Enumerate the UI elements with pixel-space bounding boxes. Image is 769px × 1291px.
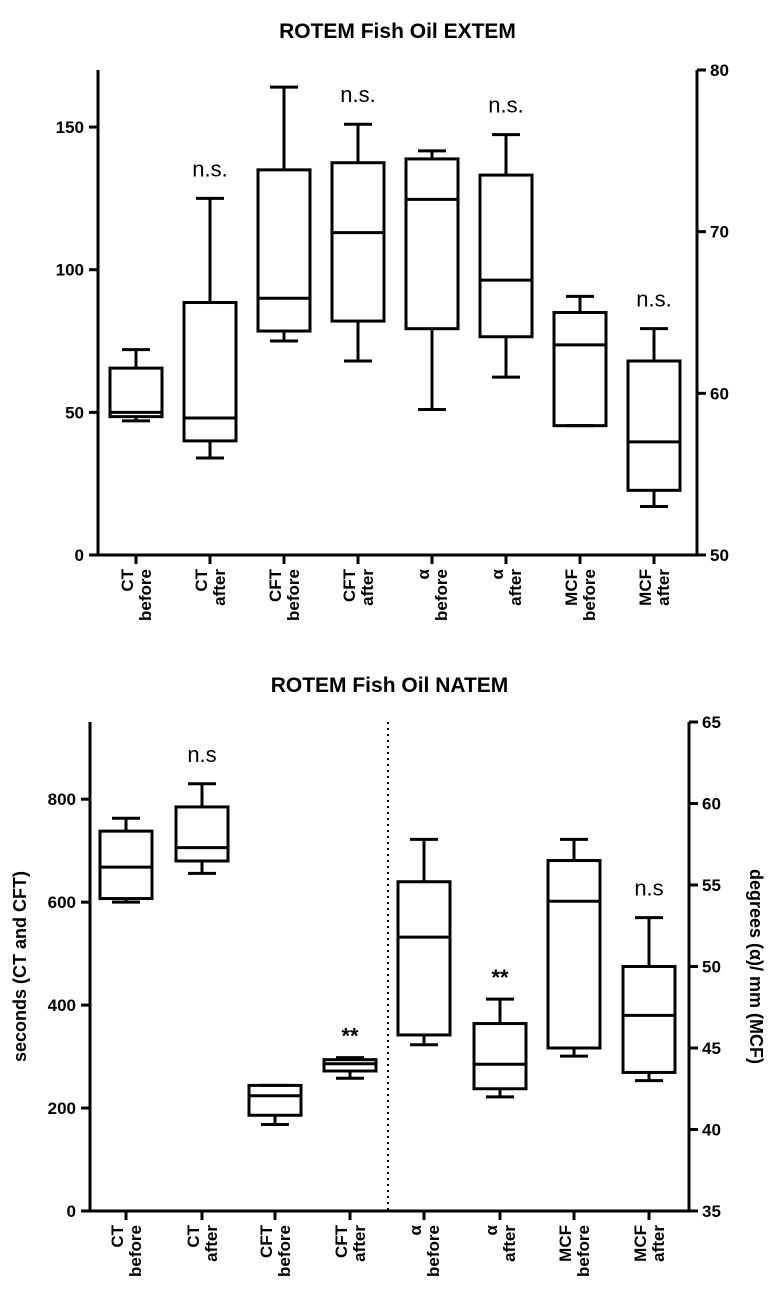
box-5: n.s. α after bbox=[478, 93, 534, 606]
iqr-box bbox=[174, 805, 230, 863]
left-tick-label: 50 bbox=[65, 403, 84, 422]
category-label-line1: α bbox=[406, 1224, 425, 1235]
category-label-line2: after bbox=[649, 1225, 668, 1262]
right-tick-label: 45 bbox=[702, 1039, 721, 1058]
left-tick-label: 100 bbox=[56, 261, 84, 280]
category-label-line1: CT bbox=[184, 1224, 203, 1247]
box-5: ** α after bbox=[472, 965, 528, 1262]
box-7: n.s. MCF after bbox=[626, 287, 682, 606]
category-label-line2: before bbox=[424, 1225, 443, 1277]
left-tick-label: 800 bbox=[48, 790, 76, 809]
box-6: MCF before bbox=[552, 294, 608, 621]
right-tick-label: 55 bbox=[702, 876, 721, 895]
right-tick-label: 35 bbox=[702, 1202, 721, 1221]
significance-label: n.s bbox=[634, 876, 663, 901]
iqr-box bbox=[552, 311, 608, 428]
category-label-line2: before bbox=[126, 1225, 145, 1277]
category-label-line1: MCF bbox=[562, 569, 581, 606]
right-tick-label: 60 bbox=[710, 384, 729, 403]
box-2: CFT before bbox=[247, 1083, 303, 1277]
category-label-line2: before bbox=[136, 569, 155, 621]
box-1: n.s. CT after bbox=[182, 156, 238, 606]
category-label-line2: before bbox=[580, 569, 599, 621]
left-tick-label: 150 bbox=[56, 118, 84, 137]
iqr-box bbox=[404, 157, 460, 331]
category-label-line2: after bbox=[654, 569, 673, 606]
iqr-box bbox=[626, 359, 682, 492]
category-label-line2: before bbox=[432, 569, 451, 621]
category-label-line1: CFT bbox=[257, 1224, 276, 1258]
significance-label: n.s. bbox=[488, 93, 523, 118]
significance-label: n.s bbox=[187, 742, 216, 767]
category-label-line2: after bbox=[358, 569, 377, 606]
left-axis-title: seconds (CT and CFT) bbox=[10, 871, 30, 1062]
left-tick-label: 600 bbox=[48, 893, 76, 912]
category-label-line1: CFT bbox=[332, 1224, 351, 1258]
category-label-line1: CT bbox=[192, 568, 211, 591]
significance-label: ** bbox=[491, 965, 509, 990]
box-6: MCF before bbox=[546, 837, 602, 1277]
natem-chart: ROTEM Fish Oil NATEM 0 200 400 600 800 35 40 45 5… bbox=[10, 674, 766, 1277]
iqr-box bbox=[546, 859, 602, 1050]
category-label-line1: CT bbox=[118, 568, 137, 591]
right-tick-label: 50 bbox=[702, 958, 721, 977]
box-0: CT before bbox=[98, 816, 154, 1277]
right-tick-label: 65 bbox=[702, 713, 721, 732]
significance-label: n.s. bbox=[636, 287, 671, 312]
category-label-line1: CFT bbox=[340, 568, 359, 602]
right-tick-label: 50 bbox=[710, 546, 729, 565]
iqr-box bbox=[396, 880, 452, 1037]
box-3: ** CFT after bbox=[322, 1024, 378, 1262]
box-7: n.s MCF after bbox=[621, 876, 677, 1262]
significance-label: n.s. bbox=[192, 156, 227, 181]
category-label-line2: after bbox=[210, 569, 229, 606]
iqr-box bbox=[330, 161, 386, 323]
left-tick-label: 0 bbox=[75, 546, 84, 565]
category-label-line1: α bbox=[488, 568, 507, 579]
right-tick-label: 60 bbox=[702, 795, 721, 814]
category-label-line2: before bbox=[574, 1225, 593, 1277]
category-label-line1: α bbox=[414, 568, 433, 579]
category-label-line2: after bbox=[350, 1225, 369, 1262]
iqr-box bbox=[182, 301, 238, 443]
chart-title: ROTEM Fish Oil NATEM bbox=[271, 674, 509, 697]
box-4: α before bbox=[404, 149, 460, 621]
category-label-line1: MCF bbox=[631, 1225, 650, 1262]
category-label-line2: after bbox=[202, 1225, 221, 1262]
category-label-line2: after bbox=[506, 569, 525, 606]
left-tick-label: 400 bbox=[48, 996, 76, 1015]
box-3: n.s. CFT after bbox=[330, 82, 386, 606]
box-0: CT before bbox=[108, 348, 164, 621]
iqr-box bbox=[256, 168, 312, 333]
category-label-line2: before bbox=[275, 1225, 294, 1277]
right-tick-label: 80 bbox=[710, 61, 729, 80]
box-1: n.s CT after bbox=[174, 742, 230, 1262]
left-tick-label: 200 bbox=[48, 1099, 76, 1118]
right-tick-label: 70 bbox=[710, 223, 729, 242]
iqr-box bbox=[108, 366, 164, 419]
significance-label: ** bbox=[341, 1024, 359, 1049]
iqr-box bbox=[98, 829, 154, 901]
chart-title: ROTEM Fish Oil EXTEM bbox=[279, 20, 516, 43]
category-label-line1: α bbox=[482, 1224, 501, 1235]
iqr-box bbox=[322, 1058, 378, 1073]
iqr-box bbox=[478, 173, 534, 339]
left-tick-label: 0 bbox=[67, 1202, 76, 1221]
iqr-box bbox=[472, 1022, 528, 1091]
category-label-line2: before bbox=[284, 569, 303, 621]
significance-label: n.s. bbox=[340, 82, 375, 107]
category-label-line1: CFT bbox=[266, 568, 285, 602]
box-4: α before bbox=[396, 837, 452, 1277]
box-2: CFT before bbox=[256, 85, 312, 621]
category-label-line1: MCF bbox=[556, 1225, 575, 1262]
category-label-line1: MCF bbox=[636, 569, 655, 606]
category-label-line2: after bbox=[500, 1225, 519, 1262]
iqr-box bbox=[621, 965, 677, 1074]
category-label-line1: CT bbox=[108, 1224, 127, 1247]
right-tick-label: 40 bbox=[702, 1121, 721, 1140]
right-axis-title: degrees (α)/ mm (MCF) bbox=[746, 869, 766, 1064]
iqr-box bbox=[247, 1083, 303, 1117]
